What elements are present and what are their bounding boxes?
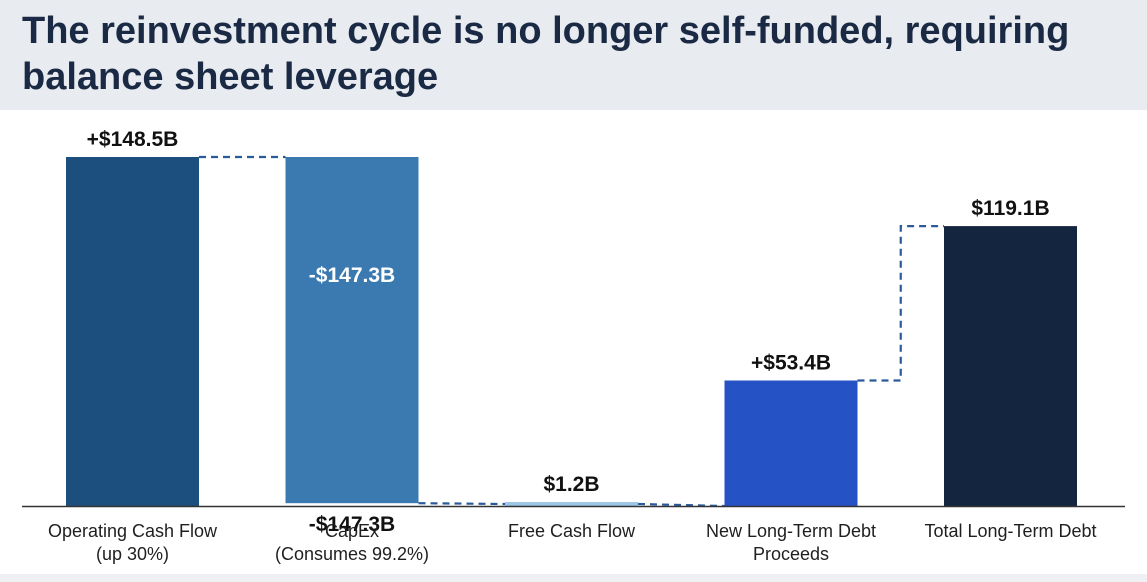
bar-5	[944, 226, 1077, 506]
category-label-2-line-2: (Consumes 99.2%)	[275, 544, 429, 564]
bar-3	[505, 502, 638, 506]
value-label-1: +$148.5B	[87, 128, 179, 151]
page-title: The reinvestment cycle is no longer self…	[22, 10, 1070, 98]
connector-line-2	[418, 502, 506, 506]
footer-band	[0, 574, 1147, 582]
category-label-1-line-2: (up 30%)	[96, 544, 169, 564]
title-banner: The reinvestment cycle is no longer self…	[0, 0, 1147, 110]
value-label-2-2: -$147.3B	[309, 513, 395, 536]
value-label-4: +$53.4B	[751, 352, 831, 375]
bar-1	[66, 157, 199, 506]
value-label-3: $1.2B	[543, 473, 599, 496]
value-label-5: $119.1B	[971, 197, 1049, 220]
category-label-4-line-2: Proceeds	[753, 544, 829, 564]
category-label-3: Free Cash Flow	[508, 521, 636, 541]
category-label-2: CapEx	[325, 521, 379, 541]
category-label-4: New Long-Term Debt	[706, 521, 876, 541]
waterfall-chart: +$148.5B -$147.3B -$147.3B $1.2B +$53.4B $119…	[22, 128, 1125, 564]
category-label-5: Total Long-Term Debt	[924, 521, 1096, 541]
category-label-1: Operating Cash Flow	[48, 521, 218, 541]
value-label-2: -$147.3B	[309, 264, 395, 287]
bar-4	[724, 380, 858, 506]
connector-line-4	[857, 224, 944, 382]
connector-line-3	[637, 502, 725, 508]
bar-2	[285, 157, 419, 504]
